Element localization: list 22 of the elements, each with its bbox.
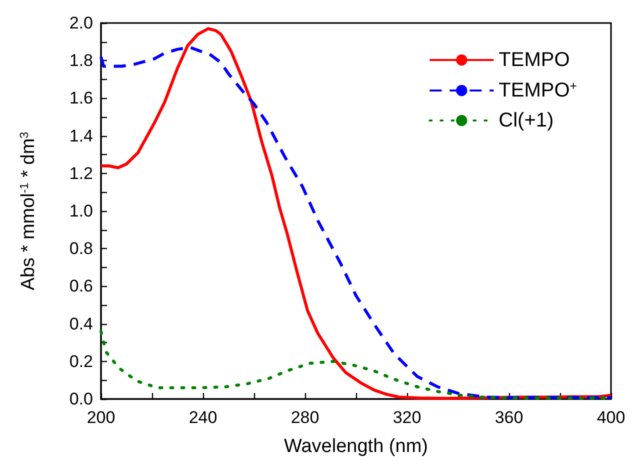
y-tick-label: 1.2 (69, 164, 93, 183)
legend-label: TEMPO+ (498, 79, 578, 102)
x-tick-label: 400 (596, 408, 626, 427)
y-tick-label: 0.6 (69, 276, 93, 296)
x-tick-label: 280 (290, 408, 320, 427)
y-tick-label: 0.0 (69, 390, 93, 408)
y-tick-label: 0.4 (69, 314, 93, 334)
x-tick-label: 360 (494, 408, 524, 427)
y-tick-label: 1.6 (69, 88, 93, 108)
legend-label: TEMPO (498, 49, 570, 71)
legend-label: Cl(+1) (498, 110, 554, 132)
y-tick-label: 1.4 (69, 126, 93, 146)
x-tick-label: 320 (392, 408, 422, 427)
x-tick-label: 240 (188, 408, 218, 427)
y-tick-label: 0.8 (69, 239, 93, 258)
y-tick-label: 1.0 (69, 202, 93, 220)
y-tick-label: 0.2 (69, 352, 93, 371)
y-tick-label: 1.8 (69, 51, 93, 70)
y-tick-label: 2.0 (69, 14, 93, 32)
x-tick-label: 200 (86, 408, 116, 427)
y-axis-title: Abs * mmol-1 * dm3 (18, 131, 40, 290)
x-axis-title: Wavelength (nm) (284, 436, 428, 457)
